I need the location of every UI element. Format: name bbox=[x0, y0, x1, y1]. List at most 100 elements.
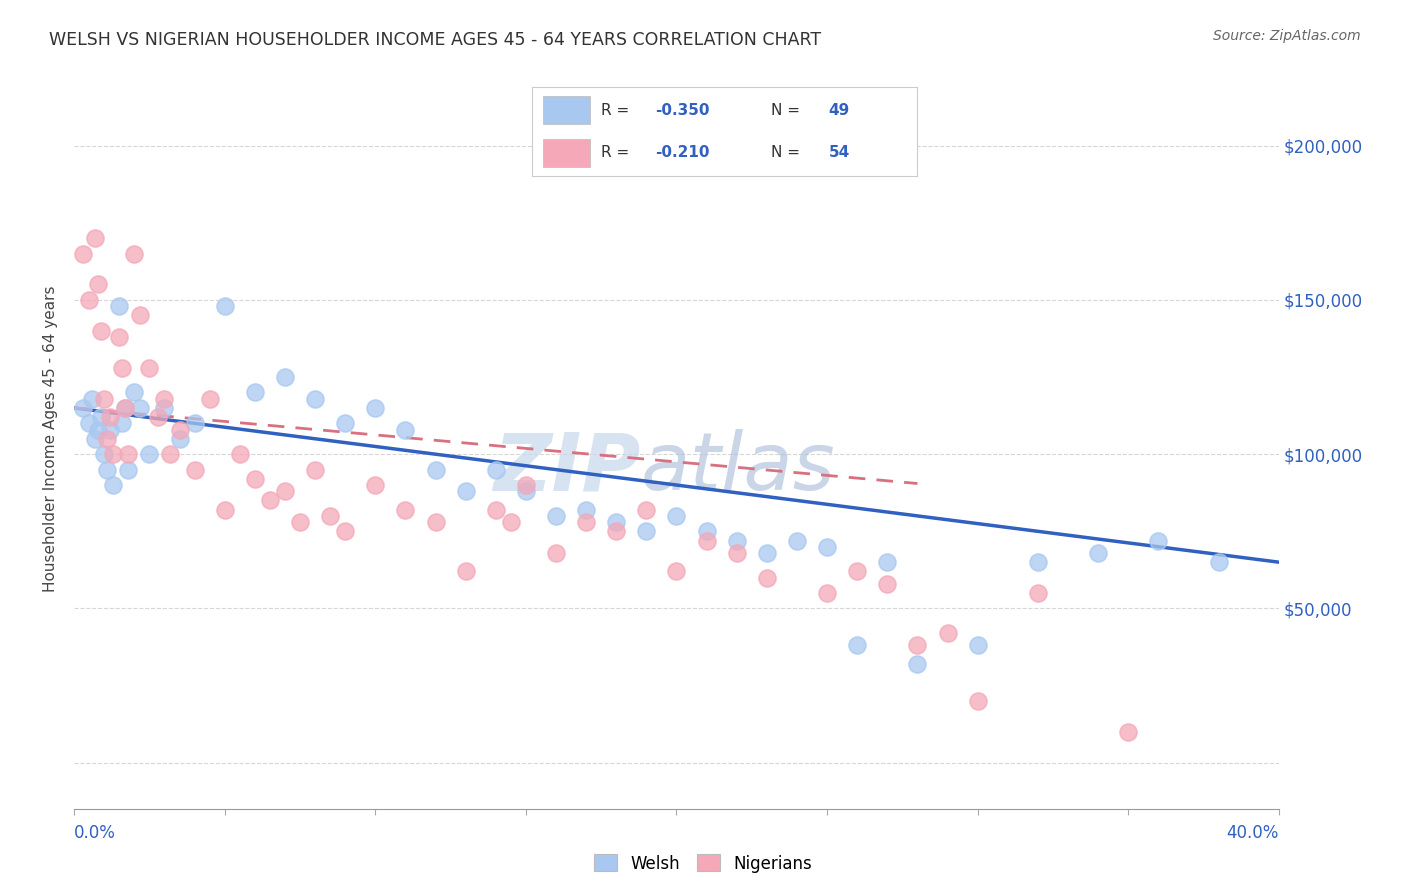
Point bbox=[966, 639, 988, 653]
Point bbox=[696, 533, 718, 548]
Point bbox=[153, 401, 176, 415]
Legend: Welsh, Nigerians: Welsh, Nigerians bbox=[588, 847, 818, 880]
Text: WELSH VS NIGERIAN HOUSEHOLDER INCOME AGES 45 - 64 YEARS CORRELATION CHART: WELSH VS NIGERIAN HOUSEHOLDER INCOME AGE… bbox=[49, 31, 821, 49]
Point bbox=[1026, 586, 1049, 600]
Point bbox=[169, 432, 191, 446]
Point bbox=[876, 576, 898, 591]
Point bbox=[124, 246, 146, 260]
Point bbox=[87, 423, 110, 437]
Point bbox=[288, 515, 311, 529]
Point bbox=[815, 586, 838, 600]
Point bbox=[1026, 555, 1049, 569]
Point bbox=[153, 392, 176, 406]
Point bbox=[907, 657, 929, 671]
Text: ZIP: ZIP bbox=[494, 429, 640, 508]
Y-axis label: Householder Income Ages 45 - 64 years: Householder Income Ages 45 - 64 years bbox=[44, 285, 58, 592]
Point bbox=[425, 515, 447, 529]
Text: atlas: atlas bbox=[640, 429, 835, 508]
Point bbox=[544, 508, 567, 523]
Point bbox=[846, 565, 869, 579]
Point bbox=[108, 330, 131, 344]
Point bbox=[214, 502, 236, 516]
Point bbox=[243, 385, 266, 400]
Point bbox=[499, 515, 522, 529]
Point bbox=[108, 299, 131, 313]
Point bbox=[636, 502, 658, 516]
Point bbox=[84, 432, 107, 446]
Point bbox=[117, 462, 139, 476]
Point bbox=[103, 478, 125, 492]
Point bbox=[129, 401, 152, 415]
Point bbox=[82, 392, 104, 406]
Text: Source: ZipAtlas.com: Source: ZipAtlas.com bbox=[1213, 29, 1361, 43]
Point bbox=[103, 447, 125, 461]
Point bbox=[575, 502, 598, 516]
Point bbox=[138, 447, 160, 461]
Point bbox=[214, 299, 236, 313]
Point bbox=[786, 533, 808, 548]
Point bbox=[159, 447, 181, 461]
Point bbox=[148, 410, 170, 425]
Point bbox=[394, 502, 416, 516]
Point bbox=[183, 417, 205, 431]
Point bbox=[364, 401, 387, 415]
Point bbox=[229, 447, 252, 461]
Point bbox=[1147, 533, 1170, 548]
Point bbox=[454, 484, 477, 499]
Point bbox=[77, 417, 100, 431]
Point bbox=[129, 309, 152, 323]
Point bbox=[1087, 546, 1109, 560]
Point bbox=[84, 231, 107, 245]
Point bbox=[72, 246, 94, 260]
Point bbox=[138, 360, 160, 375]
Point bbox=[515, 478, 537, 492]
Point bbox=[696, 524, 718, 539]
Point bbox=[1116, 724, 1139, 739]
Point bbox=[111, 417, 134, 431]
Point bbox=[665, 508, 688, 523]
Text: 40.0%: 40.0% bbox=[1226, 824, 1279, 842]
Point bbox=[454, 565, 477, 579]
Point bbox=[755, 571, 778, 585]
Point bbox=[485, 462, 508, 476]
Point bbox=[96, 432, 118, 446]
Point bbox=[665, 565, 688, 579]
Point bbox=[98, 423, 121, 437]
Point bbox=[124, 385, 146, 400]
Point bbox=[93, 447, 115, 461]
Point bbox=[544, 546, 567, 560]
Point bbox=[1208, 555, 1230, 569]
Point bbox=[114, 401, 136, 415]
Point bbox=[485, 502, 508, 516]
Point bbox=[274, 370, 297, 384]
Point bbox=[936, 626, 959, 640]
Point bbox=[425, 462, 447, 476]
Point bbox=[274, 484, 297, 499]
Point bbox=[117, 447, 139, 461]
Point bbox=[333, 417, 356, 431]
Text: 0.0%: 0.0% bbox=[75, 824, 115, 842]
Point bbox=[725, 546, 748, 560]
Point bbox=[198, 392, 221, 406]
Point bbox=[846, 639, 869, 653]
Point bbox=[605, 515, 627, 529]
Point bbox=[98, 410, 121, 425]
Point bbox=[394, 423, 416, 437]
Point bbox=[304, 462, 326, 476]
Point bbox=[515, 484, 537, 499]
Point bbox=[93, 392, 115, 406]
Point bbox=[77, 293, 100, 307]
Point bbox=[333, 524, 356, 539]
Point bbox=[876, 555, 898, 569]
Point bbox=[319, 508, 342, 523]
Point bbox=[575, 515, 598, 529]
Point bbox=[169, 423, 191, 437]
Point bbox=[907, 639, 929, 653]
Point bbox=[636, 524, 658, 539]
Point bbox=[725, 533, 748, 548]
Point bbox=[72, 401, 94, 415]
Point bbox=[259, 493, 281, 508]
Point bbox=[605, 524, 627, 539]
Point bbox=[183, 462, 205, 476]
Point bbox=[87, 277, 110, 292]
